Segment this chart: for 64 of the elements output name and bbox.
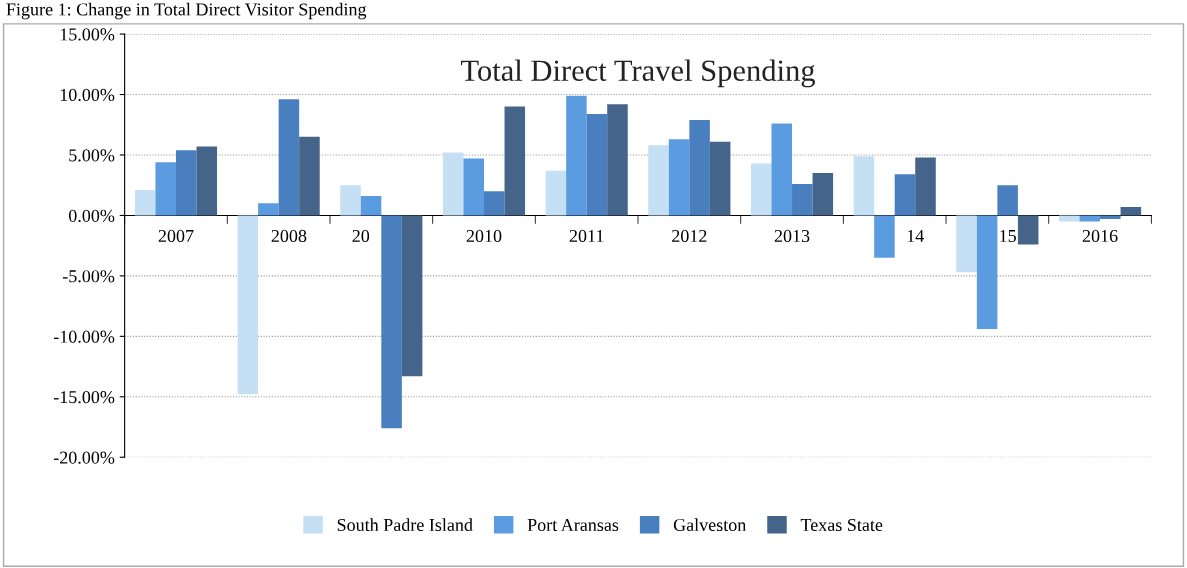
bar — [874, 215, 895, 258]
bar — [853, 156, 875, 216]
y-tick-label: -15.00% — [53, 391, 115, 404]
bar — [894, 174, 916, 216]
x-tick-label: 15 — [1000, 229, 1016, 243]
bar — [381, 215, 402, 429]
bar — [607, 104, 628, 216]
bar — [1079, 215, 1101, 222]
bar — [1017, 215, 1039, 245]
y-tick-label: 15.00% — [60, 28, 115, 41]
bar — [340, 185, 361, 216]
bar — [1100, 215, 1121, 220]
bar — [956, 215, 977, 273]
bar — [155, 162, 176, 216]
y-tick-label: -20.00% — [53, 451, 115, 464]
x-tick-label: 2008 — [271, 229, 307, 243]
bar — [278, 99, 300, 216]
bar — [750, 163, 772, 216]
x-tick-label: 2010 — [466, 229, 502, 243]
bar — [997, 185, 1018, 216]
bar — [668, 139, 690, 216]
bar — [196, 146, 218, 216]
x-tick-label: 2016 — [1082, 229, 1118, 243]
bar — [915, 157, 936, 216]
bar — [689, 119, 710, 216]
bar — [360, 196, 382, 216]
bar — [484, 191, 505, 216]
legend-label: Galveston — [673, 518, 747, 532]
bar — [1120, 206, 1142, 216]
x-tick-label: 14 — [907, 229, 924, 242]
y-tick-label: 0.00% — [68, 209, 115, 222]
bar — [134, 190, 156, 216]
bar — [237, 215, 259, 395]
x-tick-label: 2011 — [569, 229, 604, 243]
bar — [586, 113, 608, 216]
y-tick-label: 5.00% — [69, 149, 115, 162]
bar — [792, 184, 813, 216]
x-tick-label: 2012 — [672, 229, 707, 243]
x-tick-label: 2013 — [774, 229, 810, 243]
bar — [648, 145, 669, 216]
bar — [463, 158, 484, 216]
x-tick-label: 2007 — [158, 229, 194, 243]
bar — [175, 150, 197, 216]
bar — [1058, 215, 1080, 222]
legend-label: Texas State — [800, 518, 883, 532]
bar — [771, 123, 793, 216]
legend-label: Port Aransas — [527, 518, 619, 532]
y-tick-label: 10.00% — [60, 88, 115, 102]
x-tick-label: 20 — [352, 229, 370, 243]
bar — [545, 170, 567, 216]
y-tick-label: -10.00% — [53, 330, 115, 343]
bar — [976, 215, 998, 330]
bar — [258, 203, 279, 216]
bar — [709, 141, 731, 216]
y-tick-label: -5.00% — [62, 270, 115, 283]
bar — [566, 95, 587, 216]
bar — [504, 106, 526, 216]
bar — [299, 136, 320, 216]
bar — [401, 215, 423, 377]
caption: Figure 1: Change in Total Direct Visitor Spending — [6, 2, 367, 20]
bar — [812, 173, 834, 216]
legend-label: South Padre Island — [337, 518, 473, 532]
text: Total Direct Travel Spending — [460, 59, 816, 88]
bar — [442, 152, 464, 216]
